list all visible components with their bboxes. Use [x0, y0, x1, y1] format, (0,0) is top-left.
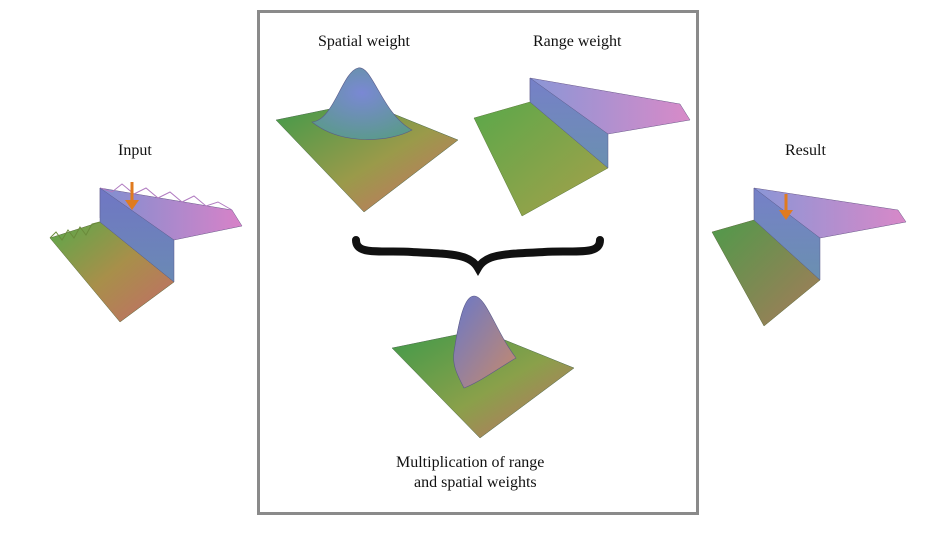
weights-frame — [257, 10, 699, 515]
input-arrow-icon — [125, 182, 139, 210]
result-arrow-icon — [779, 194, 793, 220]
result-surface-plot — [711, 187, 907, 327]
curly-brace-icon — [352, 236, 604, 277]
range-weight-label: Range weight — [533, 33, 622, 50]
spatial-weight-label: Spatial weight — [318, 33, 410, 50]
multiplication-label-line2: and spatial weights — [414, 474, 537, 491]
multiplication-label-line1: Multiplication of range — [396, 454, 545, 471]
input-label: Input — [118, 142, 152, 159]
multiplication-weight-plot — [391, 295, 575, 439]
spatial-weight-plot — [275, 67, 459, 213]
result-label: Result — [785, 142, 826, 159]
input-surface-plot — [49, 182, 243, 323]
range-weight-plot — [473, 77, 691, 217]
